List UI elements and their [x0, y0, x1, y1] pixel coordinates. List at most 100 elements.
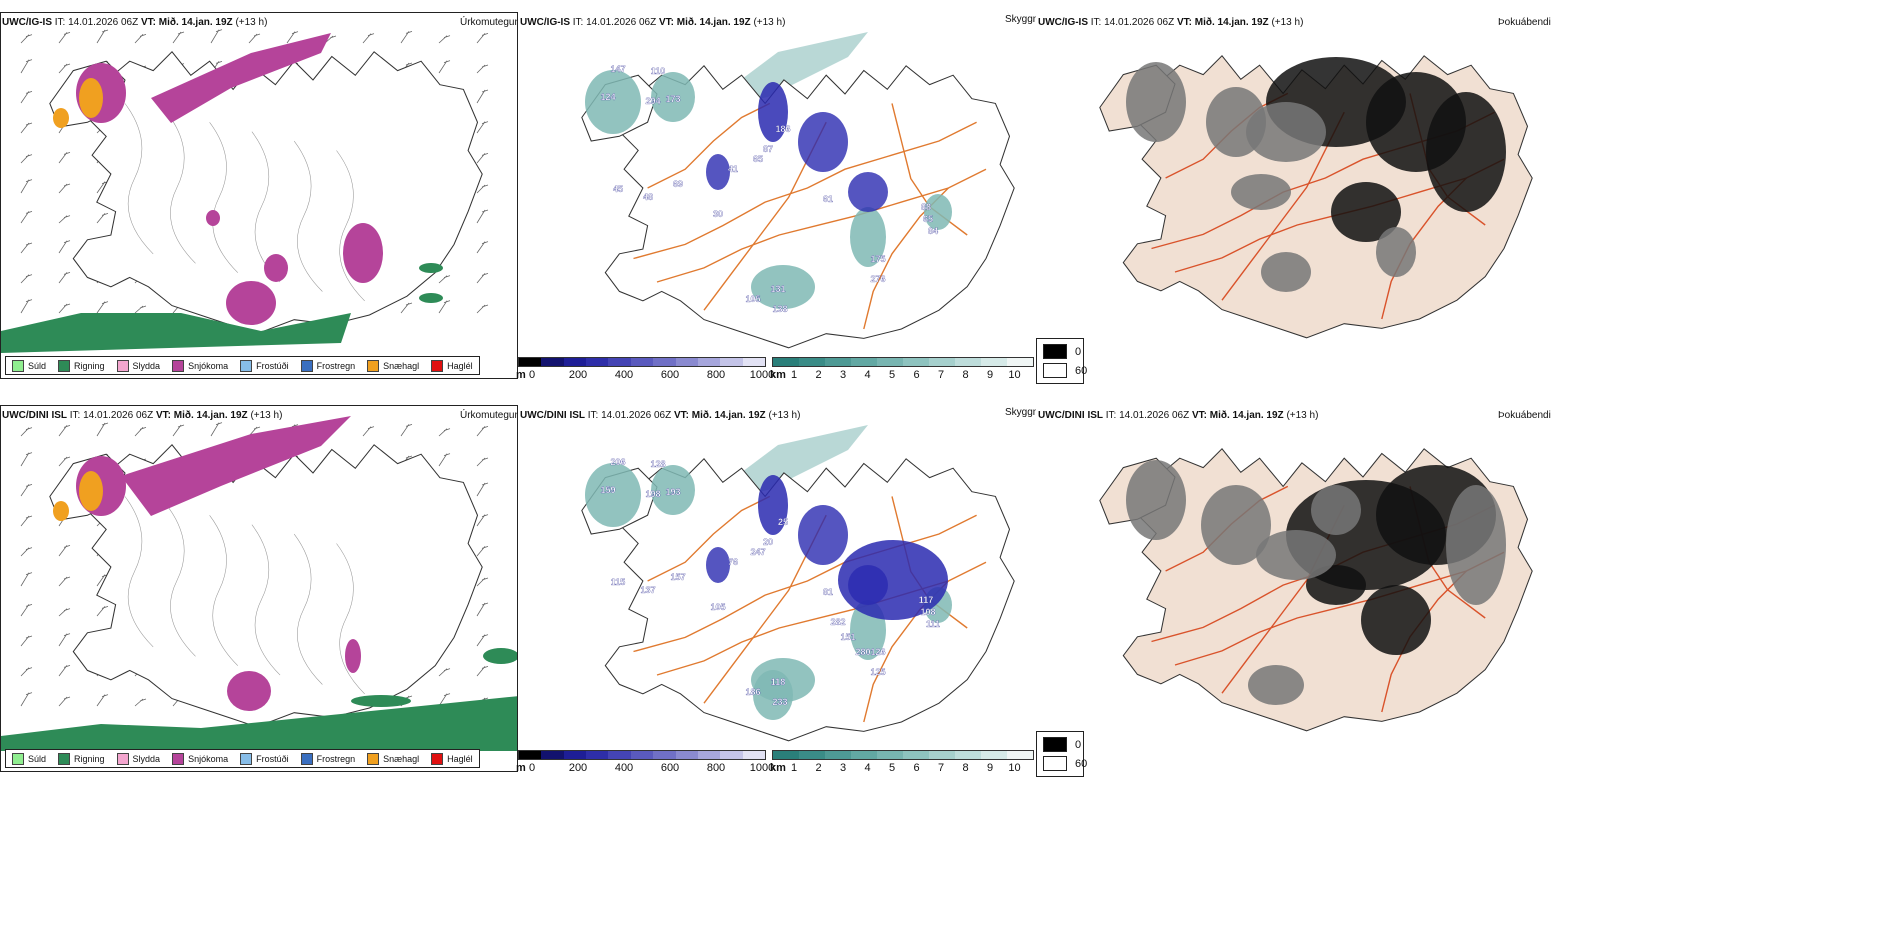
colorbar-tick: 200: [568, 762, 588, 774]
colorbar-tick: 200: [568, 369, 588, 381]
colorbar-cell: [697, 751, 721, 759]
colorbar-tick: 400: [614, 369, 634, 381]
precip-panel-title: Úrkomutegund: [460, 410, 526, 421]
colorbar-tick: 0: [528, 369, 536, 381]
cloud-base-label: 193: [665, 487, 680, 497]
visibility-colorbar-strip: [772, 750, 1034, 760]
wind-barb: [20, 179, 33, 194]
cloud-base-label: 111: [926, 619, 940, 629]
precip-type-legend: Súld Rigning Slydda Snjókoma Frostúði Frostre…: [5, 749, 480, 768]
cloud-base-label: 151: [840, 632, 855, 642]
snow-area: [343, 223, 383, 283]
colorbar-cell: [608, 358, 631, 366]
terrain-line: [251, 131, 281, 283]
legend-swatch: [1043, 756, 1067, 771]
precip-panel-title: Úrkomutegund: [460, 17, 526, 28]
snow-area: [151, 33, 331, 123]
fog-index-panel: [1036, 12, 1556, 379]
wind-barb: [210, 29, 223, 44]
fog-index-area: [1201, 485, 1271, 565]
wind-barb: [248, 33, 261, 44]
legend-swatch: [367, 752, 380, 765]
wind-barb: [286, 31, 299, 44]
wind-barb: [438, 300, 451, 314]
colorbar-tick: 9: [986, 369, 994, 381]
colorbar-ticks: 1 2 3 4 5 6 7 8 9 10: [772, 369, 1034, 383]
snow-pellets-area: [53, 501, 69, 521]
colorbar-cell: [903, 358, 929, 366]
wind-barb: [476, 209, 489, 224]
colorbar-cell: [1007, 358, 1033, 366]
wind-barb: [476, 425, 489, 437]
cloud-base-label: 131: [770, 284, 785, 294]
wind-barb: [20, 635, 33, 647]
colorbar-cell: [630, 358, 654, 366]
legend-swatch: [240, 752, 253, 765]
cloud-base-label: 128: [650, 459, 665, 469]
legend-item: Frostúði: [240, 752, 289, 765]
low-visibility-area: [585, 463, 641, 527]
visibility-colorbar: km 1 2 3 4 5 6 7 8 9 10: [770, 357, 1034, 387]
legend-swatch: [12, 359, 24, 372]
legend-swatch: [431, 752, 444, 765]
colorbar-cell: [742, 751, 765, 759]
colorbar-cell: [519, 358, 542, 366]
legend-swatch: [58, 752, 71, 765]
legend-item: Súld: [12, 752, 46, 765]
low-visibility-area: [751, 265, 815, 309]
low-visibility-area: [753, 670, 793, 720]
cloud-base-area: [798, 112, 848, 172]
legend-label: Haglél: [447, 753, 473, 764]
wind-barb: [476, 121, 489, 134]
cloud-base-area: [848, 172, 888, 212]
legend-label: Rigning: [74, 360, 105, 371]
legend-item: Frostregn: [300, 359, 355, 372]
fog-index-area: [1256, 530, 1336, 580]
legend-item: Rigning: [58, 359, 105, 372]
legend-swatch: [1043, 344, 1067, 359]
snow-area: [345, 639, 361, 673]
terrain-line: [209, 122, 238, 273]
colorbar-ticks: 0 200 400 600 800 1000: [518, 762, 774, 776]
wind-barb: [400, 30, 413, 44]
cloud-base-label: 110: [651, 66, 666, 76]
colorbar-cell: [675, 751, 698, 759]
snow-pellets-area: [79, 471, 103, 511]
fog-index-area: [1446, 485, 1506, 605]
colorbar-cell: [586, 751, 609, 759]
wind-barb: [20, 692, 33, 707]
colorbar-tick: 800: [706, 369, 726, 381]
colorbar-tick: 6: [913, 369, 920, 381]
rain-area: [483, 648, 517, 664]
wind-barb: [362, 33, 375, 44]
fog-legend-item: 60: [1043, 363, 1087, 378]
legend-label: Snæhagl: [383, 753, 420, 764]
colorbar-unit: m: [516, 762, 526, 774]
cloud-base-colorbar: m 0 200 400 600 800 1000: [516, 750, 774, 780]
snow-area: [226, 281, 276, 325]
wind-barb: [476, 634, 489, 647]
colorbar-tick: 800: [706, 762, 726, 774]
legend-label: Frostregn: [316, 753, 356, 764]
legend-label: Súld: [28, 360, 47, 371]
cloud-base-label: 87: [763, 144, 773, 154]
cloud-base-label: 115: [611, 577, 626, 587]
cloud-base-label: 105: [710, 602, 725, 612]
wind-barb: [20, 122, 33, 134]
legend-swatch: [431, 359, 444, 372]
colorbar-tick: 5: [888, 762, 896, 774]
snow-pellets-area: [53, 108, 69, 128]
wind-barb: [58, 271, 71, 284]
wind-barb: [20, 90, 33, 104]
fog-index-map: [1099, 55, 1533, 339]
cloud-base-label: 157: [670, 572, 685, 582]
wind-barb: [58, 424, 71, 437]
legend-label: Snjókoma: [188, 360, 229, 371]
terrain-line: [167, 505, 196, 657]
terrain-line: [336, 543, 365, 695]
wind-barb: [438, 693, 451, 707]
wind-barb: [438, 668, 451, 677]
cloud-base-label: 88: [921, 202, 931, 212]
wind-barb: [20, 667, 33, 677]
wind-barb: [438, 453, 451, 467]
